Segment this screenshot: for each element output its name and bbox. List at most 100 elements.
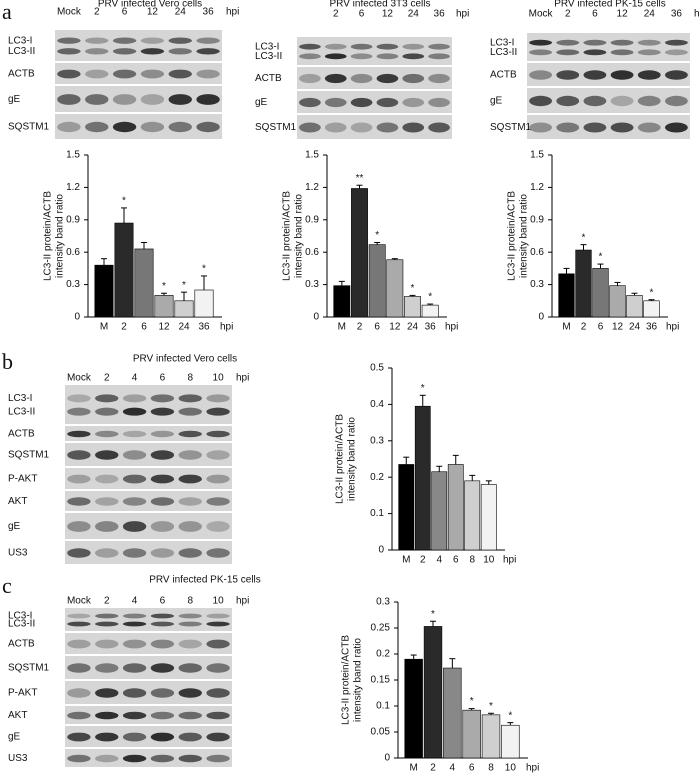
blot-band xyxy=(324,122,347,133)
significance: * xyxy=(421,383,425,394)
row-label: US3 xyxy=(8,753,28,764)
blot-band xyxy=(150,688,175,698)
blot-strip xyxy=(55,114,222,139)
row-label: P-AKT xyxy=(8,474,37,485)
blot-strip xyxy=(297,115,452,139)
blot-band xyxy=(67,613,91,619)
blot-band xyxy=(140,94,165,105)
blot-band xyxy=(67,621,91,627)
y-tick-label: 0.6 xyxy=(66,247,80,258)
blot-band xyxy=(610,95,634,107)
blot-strip xyxy=(297,37,452,65)
y-tick-label: 0.6 xyxy=(530,247,544,258)
blot-band xyxy=(95,474,119,484)
x-tick-label: 12 xyxy=(389,322,401,333)
lane-label: 4 xyxy=(132,596,138,607)
blot-band xyxy=(150,430,175,438)
blot-band xyxy=(428,43,450,50)
y-label: LC3-II protein/ACTB intensity band ratio xyxy=(282,191,305,281)
significance: * xyxy=(122,196,126,207)
blot-band xyxy=(610,49,634,56)
blot-band xyxy=(665,70,688,80)
blot-band xyxy=(57,69,81,79)
blot-band xyxy=(324,73,347,84)
lane-label: 8 xyxy=(187,373,193,384)
x-unit: hpi xyxy=(445,322,458,333)
blot-band xyxy=(112,94,137,105)
blot-band xyxy=(206,711,230,720)
blot-band xyxy=(350,97,373,108)
blot-band xyxy=(665,122,688,133)
blot-band xyxy=(178,754,202,763)
blot-band xyxy=(350,73,373,84)
y-tick-label: 0.3 xyxy=(370,435,384,446)
blot-band xyxy=(57,37,81,44)
blot-strip xyxy=(65,468,232,489)
blot-band xyxy=(324,97,347,108)
bar xyxy=(609,285,626,318)
blot-band xyxy=(178,688,202,698)
y-tick-label: 0 xyxy=(313,312,319,323)
blot-band xyxy=(637,95,661,107)
lane-label: 6 xyxy=(359,9,365,20)
significance: * xyxy=(375,230,379,241)
blot-band xyxy=(122,430,147,438)
lane-label: 2 xyxy=(104,596,110,607)
blot-band xyxy=(67,497,91,506)
blot-band xyxy=(150,394,175,403)
blot-band xyxy=(67,754,91,763)
blot-band xyxy=(299,43,321,50)
lane-unit: hpi xyxy=(236,373,249,384)
row-label: ACTB xyxy=(490,70,517,81)
blot-band xyxy=(428,53,450,60)
lane-label: 10 xyxy=(213,596,225,607)
row-label: SQSTM1 xyxy=(490,122,532,133)
blot-band xyxy=(376,53,399,60)
lane-label: 12 xyxy=(617,9,629,20)
row-label: gE xyxy=(8,94,21,105)
blot-band xyxy=(665,49,688,56)
blot-strip xyxy=(65,656,232,679)
bar xyxy=(443,667,462,759)
blot-band xyxy=(150,663,175,673)
blot-strip xyxy=(527,33,690,61)
lane-label: 2 xyxy=(94,7,100,18)
x-tick-label: 4 xyxy=(436,555,442,566)
row-label: ACTB xyxy=(8,69,35,80)
blot-band xyxy=(324,53,347,60)
x-tick-label: 8 xyxy=(469,555,475,566)
lane-label: 6 xyxy=(160,373,166,384)
x-tick-label: 2 xyxy=(121,322,127,333)
blot-band xyxy=(583,49,607,56)
blot-band xyxy=(583,39,607,46)
blot-band xyxy=(150,521,175,532)
y-tick-label: 0 xyxy=(384,753,390,764)
bar xyxy=(421,304,439,318)
blot-band xyxy=(428,122,450,133)
bar xyxy=(447,464,464,551)
row-label: LC3-II xyxy=(8,406,35,417)
x-tick-label: 6 xyxy=(141,322,147,333)
x-tick-label: M xyxy=(409,763,417,774)
blot-band xyxy=(206,497,230,506)
blot-band xyxy=(57,94,81,105)
blot-band xyxy=(556,122,580,133)
blot-band xyxy=(376,122,399,133)
blot-band xyxy=(150,754,175,763)
blot-band xyxy=(140,48,165,55)
y-label-line: LC3-II protein/ACTB xyxy=(335,414,346,504)
y-label-line: LC3-II protein/ACTB xyxy=(43,191,54,281)
x-tick-label: M xyxy=(100,322,108,333)
y-tick-label: 1.2 xyxy=(305,182,319,193)
x-unit: hpi xyxy=(220,322,233,333)
blot-band xyxy=(85,69,109,79)
lane-label: 2 xyxy=(333,9,339,20)
y-tick-label: 0.1 xyxy=(376,701,390,712)
bar xyxy=(501,724,520,759)
blot-band xyxy=(529,70,552,80)
y-label-line: LC3-II protein/ACTB xyxy=(507,191,518,281)
blot-band xyxy=(150,621,175,627)
y-tick-label: 1.5 xyxy=(66,150,80,161)
y-tick-label: 0.3 xyxy=(530,279,544,290)
blot-band xyxy=(206,521,230,532)
